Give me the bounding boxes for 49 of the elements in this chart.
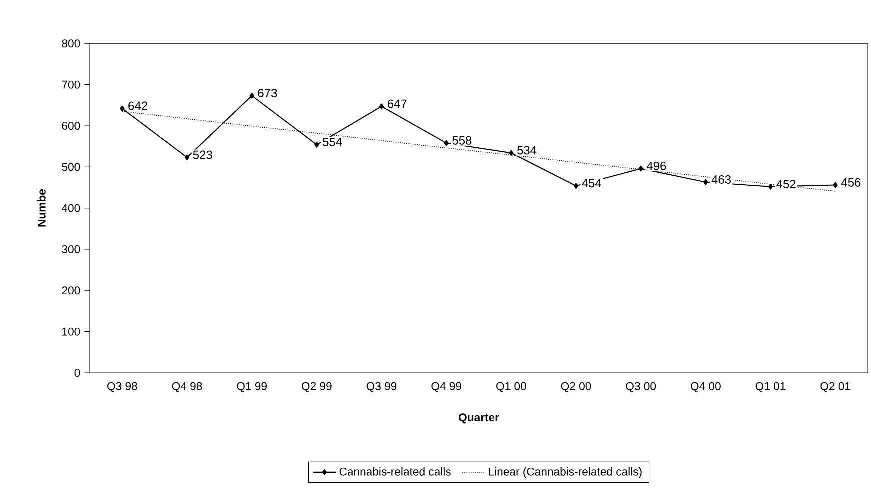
y-tick-label: 0: [74, 368, 80, 377]
data-label: 534: [518, 146, 537, 155]
y-tick-label: 600: [62, 122, 80, 130]
point: [638, 166, 644, 172]
data-label: 496: [646, 162, 666, 170]
x-tick-label: Q1 01: [756, 382, 786, 392]
point: [250, 93, 254, 99]
y-tick-label: 500: [62, 163, 80, 172]
data-label: 463: [712, 175, 732, 184]
point: [120, 106, 125, 112]
data-label: 452: [776, 180, 796, 189]
x-tick-label: Q1 00: [496, 382, 526, 392]
point: [379, 104, 384, 110]
x-tick-label: Q4 99: [432, 382, 462, 392]
x-tick-label: Q3 99: [366, 382, 397, 392]
y-tick-label: 300: [62, 245, 80, 254]
x-tick-label: Q2 01: [820, 382, 850, 392]
legend-label: Linear (Cannabis-related calls): [489, 468, 642, 478]
point: [833, 182, 838, 188]
x-tick-label: Q3 00: [626, 382, 656, 392]
data-label: 642: [128, 102, 148, 110]
y-tick-label: 100: [62, 328, 80, 336]
x-tick-label: Q4 00: [691, 382, 721, 392]
data-label: 673: [258, 89, 278, 98]
data-label: 456: [841, 178, 861, 187]
y-tick-label: 200: [62, 286, 80, 295]
data-label: 554: [323, 138, 342, 146]
data-label: 558: [452, 136, 472, 145]
x-tick-label: Q3 98: [108, 382, 138, 392]
legend-label: Cannabis-related calls: [340, 468, 451, 476]
point: [314, 142, 320, 148]
y-tick-label: 400: [62, 204, 80, 212]
data-label: 523: [193, 150, 212, 160]
x-tick-label: Q2 00: [561, 382, 592, 392]
y-axis-title: Numbe: [38, 190, 46, 227]
point: [768, 184, 774, 190]
y-tick-label: 700: [62, 80, 80, 89]
x-tick-label: Q1 99: [237, 382, 267, 392]
x-axis-title: Quarter: [458, 414, 500, 424]
data-label: 454: [582, 179, 602, 188]
point: [184, 154, 190, 161]
point: [704, 179, 708, 186]
x-tick-label: Q4 98: [172, 382, 202, 392]
y-tick-label: 800: [62, 40, 80, 48]
x-tick-label: Q2 99: [302, 382, 332, 392]
data-label: 647: [388, 100, 407, 108]
point: [444, 140, 449, 146]
point: [574, 183, 579, 190]
point: [509, 150, 514, 156]
